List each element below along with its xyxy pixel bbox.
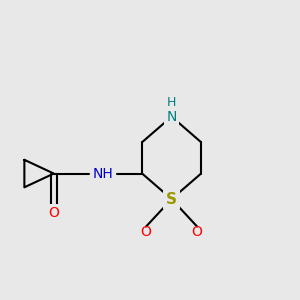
Text: H: H bbox=[167, 96, 176, 109]
Text: S: S bbox=[166, 192, 177, 207]
Text: NH: NH bbox=[92, 167, 113, 181]
Text: N: N bbox=[167, 110, 177, 124]
Text: O: O bbox=[141, 225, 152, 239]
Text: O: O bbox=[192, 225, 203, 239]
Text: O: O bbox=[48, 206, 59, 220]
